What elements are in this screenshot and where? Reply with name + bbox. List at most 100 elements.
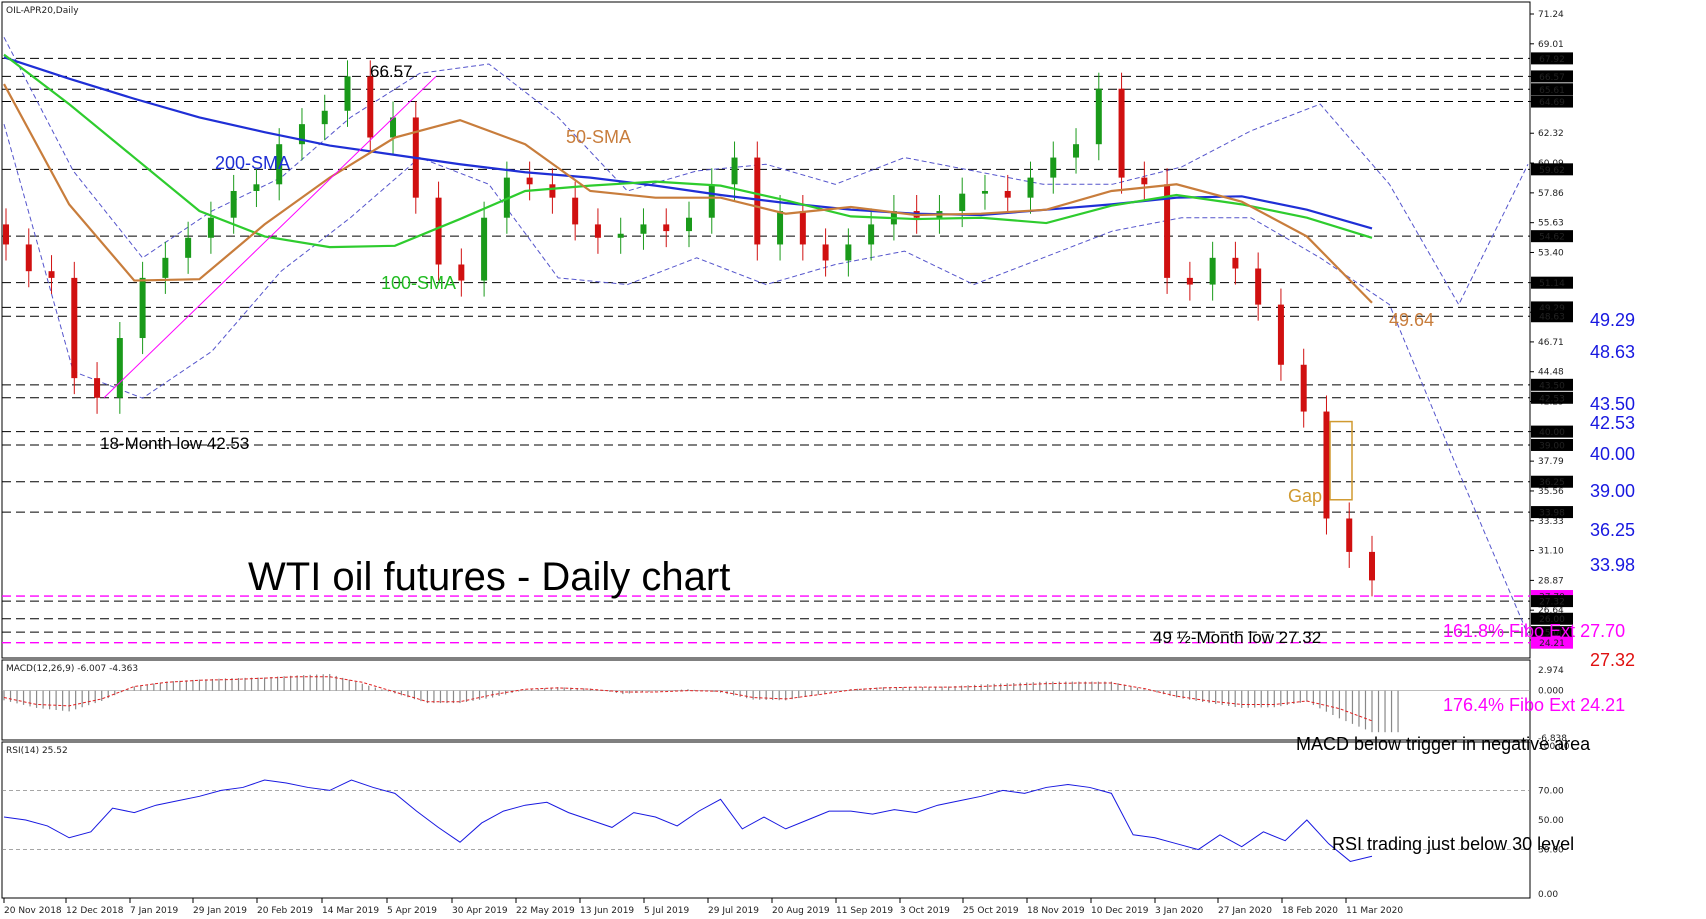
candle-body-53 bbox=[1209, 257, 1216, 285]
price-panel bbox=[1, 1, 1531, 659]
level-box-1 bbox=[1531, 70, 1573, 83]
candle-body-5 bbox=[116, 338, 123, 398]
fibo-1764-label: 176.4% Fibo Ext 24.21 bbox=[1443, 695, 1625, 715]
sma50-label: 50-SMA bbox=[566, 127, 631, 147]
price-tick-18: 31.10 bbox=[1538, 547, 1564, 557]
sma-line-1 bbox=[3, 53, 1373, 249]
candle-body-2 bbox=[48, 271, 55, 278]
macd-tick-2: -6.838 bbox=[1538, 734, 1567, 744]
candle-body-34 bbox=[777, 211, 784, 245]
time-tick-16: 18 Nov 2019 bbox=[1027, 906, 1085, 916]
candle-body-43 bbox=[981, 190, 988, 194]
level-label-7: 33.98 bbox=[1590, 555, 1635, 575]
candle-body-3 bbox=[71, 277, 78, 379]
rsi-tick-2: 50.00 bbox=[1538, 816, 1564, 826]
level-label-6: 36.25 bbox=[1590, 520, 1635, 540]
time-tick-0: 20 Nov 2018 bbox=[4, 906, 62, 916]
time-tick-21: 11 Mar 2020 bbox=[1346, 906, 1403, 916]
macd-header: MACD(12,26,9) -6.007 -4.363 bbox=[6, 664, 138, 674]
gap-label: Gap bbox=[1288, 486, 1322, 506]
level-box-13 bbox=[1531, 475, 1573, 488]
candle-body-21 bbox=[481, 217, 488, 281]
trendline-line bbox=[103, 76, 437, 399]
time-tick-20: 18 Feb 2020 bbox=[1282, 906, 1338, 916]
candle-body-55 bbox=[1255, 268, 1262, 305]
time-tick-11: 29 Jul 2019 bbox=[708, 906, 759, 916]
price-tick-19: 28.87 bbox=[1538, 576, 1564, 586]
level-label-3: 42.53 bbox=[1590, 413, 1635, 433]
recent-low-label: 49 ½-Month low 27.32 bbox=[1153, 628, 1321, 647]
time-tick-1: 12 Dec 2018 bbox=[66, 906, 124, 916]
price-tick-15: 37.79 bbox=[1538, 457, 1564, 467]
rsi-tick-4: 0.00 bbox=[1538, 890, 1558, 900]
level-box-text-8: 48.63 bbox=[1539, 313, 1565, 323]
level-box-text-14: 33.98 bbox=[1539, 509, 1565, 519]
level-label-1: 48.63 bbox=[1590, 342, 1635, 362]
candle-body-47 bbox=[1073, 144, 1080, 158]
high-label: 66.57 bbox=[370, 62, 413, 81]
candle-body-45 bbox=[1027, 177, 1034, 198]
level-box-text-13: 36.25 bbox=[1539, 478, 1565, 488]
candle-body-1 bbox=[25, 244, 32, 272]
candle-body-20 bbox=[458, 264, 465, 281]
candle-body-52 bbox=[1186, 277, 1193, 285]
macd-indicator: 2.974 0.000 -6.838 bbox=[2, 666, 1567, 744]
level-box-18 bbox=[1531, 626, 1573, 639]
price-tick-20: 26.64 bbox=[1538, 606, 1564, 616]
price-tick-11: 46.71 bbox=[1538, 338, 1564, 348]
level-box-text-16: 27.32 bbox=[1539, 598, 1565, 608]
candle-body-16 bbox=[367, 76, 374, 138]
time-tick-3: 29 Jan 2019 bbox=[193, 906, 247, 916]
level-box-5 bbox=[1531, 230, 1573, 243]
level-box-17 bbox=[1531, 612, 1573, 625]
candle-body-13 bbox=[298, 124, 305, 145]
candle-body-25 bbox=[572, 197, 579, 225]
macd-signal-line bbox=[3, 676, 1373, 722]
level-box-text-2: 65.61 bbox=[1539, 86, 1565, 96]
time-axis: 20 Nov 2018 12 Dec 2018 7 Jan 2019 29 Jan 2… bbox=[3, 898, 1403, 916]
time-tick-17: 10 Dec 2019 bbox=[1091, 906, 1149, 916]
level-box-text-17: 26.00 bbox=[1539, 615, 1565, 625]
candle-body-33 bbox=[754, 157, 761, 245]
rsi-line bbox=[3, 779, 1373, 862]
candle-body-7 bbox=[162, 257, 169, 278]
rsi-note: RSI trading just below 30 level bbox=[1332, 834, 1574, 854]
level-box-14 bbox=[1531, 506, 1573, 519]
level-box-0 bbox=[1531, 52, 1573, 65]
rsi-tick-0: 100.00 bbox=[1538, 742, 1570, 752]
macd-note: MACD below trigger in negative area bbox=[1296, 734, 1591, 754]
level-box-9 bbox=[1531, 378, 1573, 391]
candle-body-60 bbox=[1369, 551, 1375, 581]
candle-body-36 bbox=[822, 244, 829, 261]
level-box-8 bbox=[1531, 310, 1573, 323]
fibo-1618-label: 161.8% Fibo Ext 27.70 bbox=[1443, 621, 1625, 641]
rsi-header: RSI(14) 25.52 bbox=[6, 746, 68, 756]
candle-body-14 bbox=[321, 110, 328, 125]
rsi-tick-1: 70.00 bbox=[1538, 786, 1564, 796]
level-box-text-12: 39.00 bbox=[1539, 441, 1565, 451]
time-tick-19: 27 Jan 2020 bbox=[1218, 906, 1272, 916]
candle-body-32 bbox=[731, 157, 738, 185]
candle-body-19 bbox=[435, 197, 442, 265]
macd-tick-1: 0.000 bbox=[1538, 687, 1564, 697]
time-tick-8: 22 May 2019 bbox=[516, 906, 575, 916]
candle-body-6 bbox=[139, 277, 146, 339]
level-box-11 bbox=[1531, 425, 1573, 438]
candle-body-11 bbox=[253, 184, 260, 191]
price-tick-6: 57.86 bbox=[1538, 189, 1564, 199]
level-box-4 bbox=[1531, 163, 1573, 176]
trendline bbox=[103, 76, 437, 399]
level-box-text-6: 51.14 bbox=[1539, 279, 1565, 289]
macd-panel bbox=[1, 659, 1531, 741]
level-label-8: 27.32 bbox=[1590, 650, 1635, 670]
time-tick-10: 5 Jul 2019 bbox=[644, 906, 689, 916]
level-box-19 bbox=[1531, 636, 1573, 649]
candle-body-58 bbox=[1323, 411, 1330, 519]
candle-body-49 bbox=[1118, 88, 1125, 178]
level-label-4: 40.00 bbox=[1590, 444, 1635, 464]
candle-body-24 bbox=[549, 184, 556, 198]
candle-body-29 bbox=[663, 224, 670, 232]
time-tick-6: 5 Apr 2019 bbox=[387, 906, 437, 916]
candle-body-8 bbox=[185, 237, 192, 258]
